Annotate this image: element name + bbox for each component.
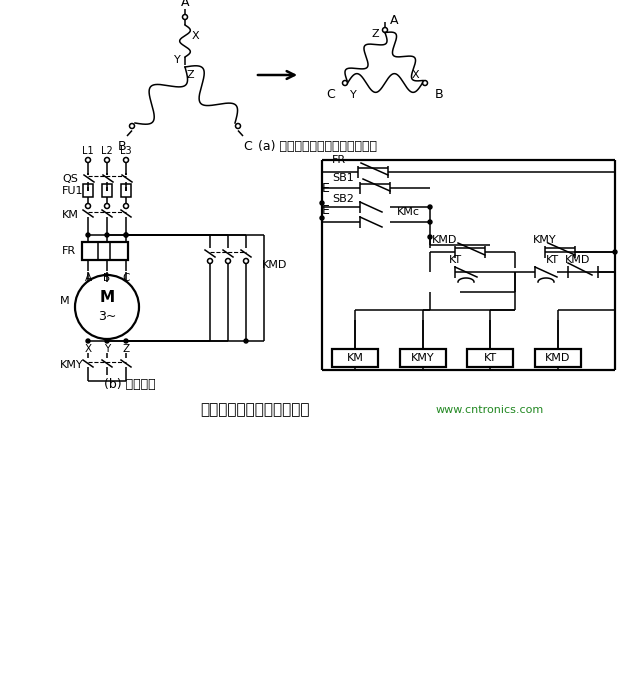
Text: KMY: KMY: [60, 360, 84, 370]
Text: M: M: [60, 296, 70, 306]
Text: X: X: [411, 70, 419, 80]
Text: A: A: [180, 0, 189, 9]
Text: Z: Z: [122, 344, 129, 354]
Text: KMD: KMD: [432, 235, 458, 245]
Text: KMD: KMD: [545, 353, 571, 363]
Bar: [102, 184, 112, 197]
Text: B: B: [435, 88, 444, 101]
Circle shape: [105, 339, 109, 343]
Text: KM: KM: [347, 353, 364, 363]
Text: QS: QS: [62, 174, 78, 184]
Text: E: E: [322, 182, 330, 196]
Bar: [82, 242, 128, 260]
Text: KMD: KMD: [262, 260, 287, 270]
Text: KMY: KMY: [533, 235, 557, 245]
Text: Y: Y: [349, 90, 356, 100]
Circle shape: [428, 235, 432, 239]
Text: KMc: KMc: [397, 207, 419, 217]
Text: E: E: [322, 205, 330, 217]
Circle shape: [320, 201, 324, 205]
Text: KT: KT: [449, 255, 461, 265]
Bar: [83, 184, 93, 197]
Bar: [121, 184, 131, 197]
Bar: [467, 349, 513, 367]
Text: (b) 控制线路: (b) 控制线路: [104, 379, 156, 391]
Text: L1: L1: [82, 146, 94, 156]
Text: M: M: [99, 290, 115, 304]
Text: A: A: [84, 273, 92, 283]
Text: FR: FR: [332, 155, 346, 165]
Text: KT: KT: [483, 353, 497, 363]
Text: 3~: 3~: [98, 310, 116, 323]
Text: L2: L2: [101, 146, 113, 156]
Bar: [535, 349, 581, 367]
Text: Z: Z: [371, 29, 379, 39]
Text: www.cntronics.com: www.cntronics.com: [436, 405, 544, 415]
Text: X: X: [191, 31, 199, 41]
Circle shape: [124, 233, 128, 237]
Circle shape: [613, 250, 617, 254]
Circle shape: [124, 339, 128, 343]
Text: A: A: [390, 14, 398, 26]
Text: KM: KM: [62, 210, 79, 220]
Bar: [332, 349, 378, 367]
Text: FU1: FU1: [62, 186, 83, 196]
Text: (a) 星形一三角形转换绕组连接图: (a) 星形一三角形转换绕组连接图: [257, 140, 376, 153]
Text: 星形一三角形启动控制线路: 星形一三角形启动控制线路: [200, 402, 310, 418]
Text: Y: Y: [104, 344, 110, 354]
Text: SB1: SB1: [332, 173, 354, 183]
Bar: [400, 349, 446, 367]
Circle shape: [320, 216, 324, 220]
Text: C: C: [244, 140, 252, 153]
Text: B: B: [118, 140, 126, 153]
Text: B: B: [104, 273, 111, 283]
Text: L3: L3: [120, 146, 132, 156]
Text: X: X: [84, 344, 92, 354]
Circle shape: [244, 339, 248, 343]
Text: C: C: [326, 88, 335, 101]
Circle shape: [124, 233, 128, 237]
Text: KMD: KMD: [564, 255, 590, 265]
Circle shape: [428, 220, 432, 224]
Text: KT: KT: [545, 255, 559, 265]
Circle shape: [428, 205, 432, 209]
Circle shape: [105, 233, 109, 237]
Text: SB2: SB2: [332, 194, 354, 204]
Text: KMY: KMY: [411, 353, 435, 363]
Circle shape: [86, 339, 90, 343]
Text: C: C: [122, 273, 130, 283]
Circle shape: [86, 233, 90, 237]
Text: Y: Y: [173, 55, 180, 65]
Text: Z: Z: [186, 70, 194, 80]
Text: FR: FR: [62, 246, 76, 256]
